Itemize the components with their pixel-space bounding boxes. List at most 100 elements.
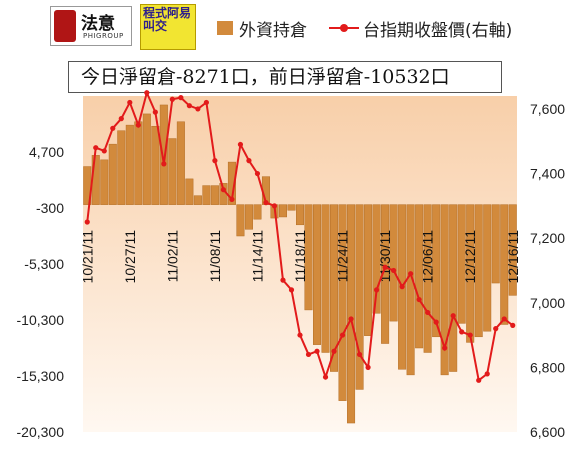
price-point [220, 187, 227, 193]
price-point [305, 351, 312, 358]
price-point [399, 284, 405, 290]
phigroup-logo-sub: PHIGROUP [83, 32, 124, 40]
position-bar [457, 204, 466, 324]
position-bar [142, 113, 151, 205]
left-axis-tick-label: -5,300 [24, 256, 64, 272]
position-bar [500, 204, 509, 325]
left-axis-tick-label: -20,300 [17, 424, 65, 440]
position-bar [381, 204, 390, 344]
legend-bar-swatch [217, 21, 233, 35]
position-bar [508, 204, 517, 296]
price-point [331, 348, 337, 354]
phigroup-logo-name: 法意 [81, 14, 115, 34]
position-bar [355, 204, 364, 390]
price-point [450, 313, 456, 319]
price-point [195, 106, 201, 112]
price-point [356, 351, 363, 358]
price-point [93, 145, 99, 151]
position-bar [159, 104, 168, 205]
position-bar [168, 138, 177, 205]
price-point [110, 125, 116, 131]
price-point [391, 267, 397, 274]
left-axis-tick-label: -300 [36, 200, 64, 216]
price-point [348, 316, 354, 322]
price-point [280, 277, 286, 283]
right-axis-tick-label: 7,400 [530, 166, 565, 182]
position-bar [466, 204, 475, 343]
price-point [467, 332, 473, 338]
price-point [493, 326, 499, 332]
position-bar [449, 204, 458, 372]
right-axis-tick-label: 6,600 [530, 424, 565, 440]
price-point [365, 364, 371, 370]
position-bar [415, 204, 424, 349]
x-axis-date-label: 11/18/11 [292, 230, 308, 283]
price-point [246, 158, 252, 164]
phigroup-logo-mark [54, 10, 76, 42]
x-axis-date-label: 11/14/11 [249, 230, 265, 283]
legend-bar-label: 外資持倉 [239, 21, 307, 41]
price-point [425, 309, 431, 316]
left-axis-tick-label: 4,700 [29, 144, 64, 160]
price-point [203, 99, 209, 106]
position-bar [474, 204, 483, 338]
position-bar [432, 204, 441, 338]
price-point [169, 96, 175, 102]
price-point [476, 377, 482, 383]
position-bar [304, 204, 313, 311]
price-point [127, 99, 133, 106]
position-bar [100, 159, 109, 205]
position-bar [244, 204, 253, 230]
price-point [84, 219, 90, 225]
phigroup-logo: 法意 PHIGROUP [50, 6, 132, 46]
price-point [501, 316, 507, 322]
legend-line-marker [340, 24, 348, 32]
position-bar [185, 178, 194, 205]
left-axis-tick-label: -10,300 [17, 312, 65, 328]
x-axis-date-label: 12/12/11 [462, 230, 478, 284]
program-trade-logo: 程式阿易叫交 [140, 4, 196, 50]
x-axis-date-label: 11/30/11 [377, 230, 393, 283]
position-bar [321, 204, 330, 353]
price-point [212, 158, 218, 164]
position-bar [347, 204, 356, 424]
position-bar [227, 161, 236, 205]
price-point [135, 122, 141, 128]
position-bar [278, 204, 287, 218]
price-point [178, 95, 184, 101]
price-point [229, 196, 235, 202]
right-axis-tick-label: 6,800 [530, 359, 565, 375]
position-bar [134, 121, 143, 205]
price-point [144, 90, 150, 96]
position-bar [253, 204, 262, 220]
price-point [161, 161, 167, 167]
price-point [433, 319, 439, 325]
price-point [484, 371, 490, 377]
price-point [186, 103, 192, 109]
position-bar [389, 204, 398, 322]
price-point [237, 141, 244, 148]
position-bar [151, 125, 160, 205]
position-bar [296, 204, 305, 226]
position-bar [193, 195, 202, 205]
price-point [510, 322, 516, 328]
position-bar [117, 130, 126, 205]
position-bar [313, 204, 322, 345]
price-point [271, 203, 278, 209]
price-point [297, 332, 303, 338]
position-bar [406, 204, 415, 376]
price-point [288, 287, 295, 293]
position-bar [202, 185, 211, 205]
position-bar [176, 121, 185, 205]
legend-line-label: 台指期收盤價(右軸) [363, 21, 513, 41]
position-bar [125, 124, 134, 205]
price-point [263, 200, 269, 206]
x-axis-date-label: 11/24/11 [335, 230, 351, 283]
price-point [459, 329, 465, 335]
price-point [408, 271, 414, 277]
price-point [442, 345, 448, 351]
position-bar [440, 204, 449, 376]
x-axis-date-label: 12/16/11 [505, 230, 521, 284]
position-bar [338, 204, 347, 401]
